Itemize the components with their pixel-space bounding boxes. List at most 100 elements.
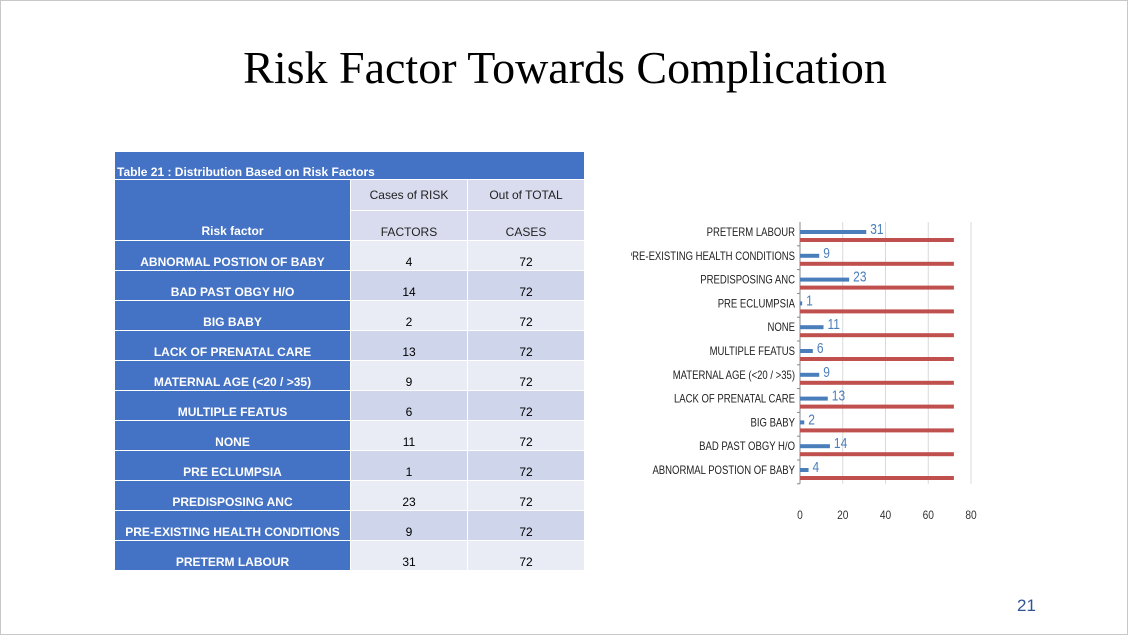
cases-cell: 6: [350, 390, 468, 421]
bar-cases: [800, 230, 867, 234]
risk-factor-bar-chart: PRETERM LABOUR 31 PRE-EXISTING HEALTH COND…: [631, 221, 977, 522]
category-label: PRE-EXISTING HEALTH CONDITIONS: [631, 250, 795, 263]
risk-factor-cell: LACK OF PRENATAL CARE: [114, 330, 351, 361]
cases-cell: 9: [350, 360, 468, 391]
table-row: LACK OF PRENATAL CARE 13 72: [114, 330, 585, 361]
cases-cell: 23: [350, 480, 468, 511]
risk-factor-cell: PRETERM LABOUR: [114, 540, 351, 571]
bar-cases: [800, 349, 813, 353]
data-label: 31: [870, 221, 883, 238]
risk-factor-table: Table 21 : Distribution Based on Risk Fa…: [114, 151, 585, 571]
data-label: 6: [817, 340, 824, 357]
bar-total: [800, 452, 954, 457]
total-cell: 72: [467, 540, 585, 571]
x-tick-label: 20: [837, 509, 848, 522]
data-label: 1: [806, 292, 813, 309]
slide-title: Risk Factor Towards Complication: [243, 42, 887, 93]
cases-cell: 9: [350, 510, 468, 541]
table-body: ABNORMAL POSTION OF BABY 4 72 BAD PAST OBGY…: [114, 240, 585, 571]
total-cell: 72: [467, 240, 585, 271]
bar-cases: [800, 372, 820, 377]
table-row: PREDISPOSING ANC 23 72: [114, 480, 585, 511]
data-label: 13: [832, 387, 845, 404]
header-cases-line2: FACTORS: [350, 210, 468, 241]
risk-factor-cell: ABNORMAL POSTION OF BABY: [114, 240, 351, 271]
category-label: PRETERM LABOUR: [707, 226, 796, 239]
total-cell: 72: [467, 390, 585, 421]
risk-factor-cell: MULTIPLE FEATUS: [114, 390, 351, 421]
cases-cell: 4: [350, 240, 468, 271]
category-label: PREDISPOSING ANC: [700, 274, 795, 287]
risk-factor-cell: PRE ECLUMPSIA: [114, 450, 351, 481]
table-row: ABNORMAL POSTION OF BABY 4 72: [114, 240, 585, 271]
table-caption: Table 21 : Distribution Based on Risk Fa…: [114, 151, 585, 180]
table-row: NONE 11 72: [114, 420, 585, 451]
x-tick-label: 60: [923, 509, 934, 522]
bar-total: [800, 261, 954, 266]
table-row: PRETERM LABOUR 31 72: [114, 540, 585, 571]
data-label: 23: [853, 268, 866, 285]
total-cell: 72: [467, 300, 585, 331]
total-cell: 72: [467, 360, 585, 391]
bar-total: [800, 238, 954, 242]
data-label: 2: [808, 411, 815, 428]
category-label: LACK OF PRENATAL CARE: [674, 393, 795, 406]
header-cases-line1: Cases of RISK: [350, 179, 468, 211]
total-cell: 72: [467, 420, 585, 451]
cases-cell: 31: [350, 540, 468, 571]
x-tick-label: 80: [965, 509, 976, 522]
total-cell: 72: [467, 270, 585, 301]
risk-factor-cell: PREDISPOSING ANC: [114, 480, 351, 511]
category-label: MATERNAL AGE (<20 / >35): [673, 369, 795, 382]
bar-cases: [800, 325, 824, 330]
cases-cell: 13: [350, 330, 468, 361]
bar-total: [800, 357, 954, 361]
cases-cell: 14: [350, 270, 468, 301]
bar-cases: [800, 420, 805, 425]
table-row: PRE-EXISTING HEALTH CONDITIONS 9 72: [114, 510, 585, 541]
cases-cell: 1: [350, 450, 468, 481]
table-row: PRE ECLUMPSIA 1 72: [114, 450, 585, 481]
data-label: 11: [828, 316, 840, 333]
risk-factor-cell: BAD PAST OBGY H/O: [114, 270, 351, 301]
header-total-line1: Out of TOTAL: [467, 179, 585, 211]
bar-total: [800, 285, 954, 290]
total-cell: 72: [467, 330, 585, 361]
x-tick-label: 40: [880, 509, 891, 522]
bar-cases: [800, 468, 809, 472]
category-label: BAD PAST OBGY H/O: [699, 440, 795, 453]
data-label: 9: [823, 364, 830, 381]
category-label: ABNORMAL POSTION OF BABY: [652, 464, 795, 477]
header-risk-factor: Risk factor: [114, 179, 351, 241]
category-label: PRE ECLUMPSIA: [718, 298, 796, 311]
cases-cell: 11: [350, 420, 468, 451]
bar-cases: [800, 253, 820, 258]
risk-factor-cell: PRE-EXISTING HEALTH CONDITIONS: [114, 510, 351, 541]
data-label: 14: [834, 435, 848, 452]
cases-cell: 2: [350, 300, 468, 331]
table-row: MATERNAL AGE (<20 / >35) 9 72: [114, 360, 585, 391]
bar-total: [800, 476, 954, 480]
risk-factor-cell: MATERNAL AGE (<20 / >35): [114, 360, 351, 391]
bar-total: [800, 380, 954, 385]
data-label: 4: [813, 459, 820, 476]
risk-factor-cell: NONE: [114, 420, 351, 451]
page-number: 21: [1017, 596, 1036, 615]
category-label: NONE: [767, 321, 795, 334]
table-row: BIG BABY 2 72: [114, 300, 585, 331]
table-row: MULTIPLE FEATUS 6 72: [114, 390, 585, 421]
category-label: BIG BABY: [751, 417, 795, 430]
header-total-line2: CASES: [467, 210, 585, 241]
bar-cases: [800, 396, 828, 401]
total-cell: 72: [467, 450, 585, 481]
bar-total: [800, 404, 954, 409]
bar-cases: [800, 301, 803, 306]
table-row: BAD PAST OBGY H/O 14 72: [114, 270, 585, 301]
risk-factor-cell: BIG BABY: [114, 300, 351, 331]
bar-cases: [800, 444, 830, 449]
total-cell: 72: [467, 480, 585, 511]
x-tick-label: 0: [797, 509, 803, 522]
bar-total: [800, 309, 954, 314]
bar-cases: [800, 277, 850, 282]
